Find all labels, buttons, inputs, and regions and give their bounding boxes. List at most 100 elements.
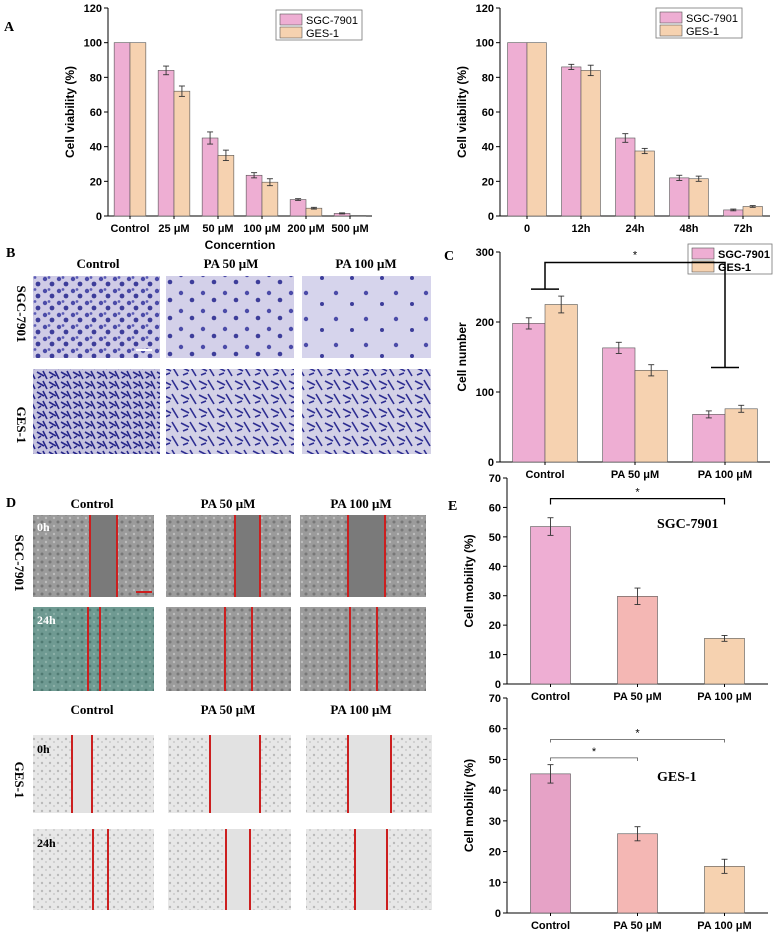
- chart-a2-time-viability: 0 20 40 60 80 100 120 Cell viability (%) 0 12h 24h…: [455, 3, 770, 235]
- significance-star: *: [633, 250, 638, 262]
- b-row-sgc: SGC-7901: [14, 285, 29, 342]
- bar-a1-1-1: [173, 90, 191, 217]
- d-wound-gap: [90, 515, 117, 597]
- bar-e1-0-0: [530, 526, 571, 685]
- y-tick-label: 100: [476, 38, 494, 50]
- y-tick-label: 120: [476, 3, 494, 15]
- y-tick-label: 50: [489, 532, 501, 544]
- d-col-pa100-1: PA 100 μM: [330, 496, 391, 511]
- d-row-sgc: SGC-7901: [12, 534, 27, 591]
- b-col-pa100: PA 100 μM: [335, 256, 396, 271]
- x-tick-label: PA 100 μM: [698, 469, 752, 481]
- panel-label-d: D: [6, 496, 16, 511]
- panel-label-b: B: [6, 246, 15, 261]
- y-tick-label: 30: [489, 591, 501, 603]
- bar-e2-1-0: [617, 833, 658, 914]
- legend-swatch: [279, 13, 303, 26]
- y-tick-label: 40: [482, 142, 494, 154]
- b-img-sgc-pa50: [166, 276, 294, 358]
- y-tick-label: 40: [489, 561, 501, 573]
- d-wound-gap: [348, 735, 391, 813]
- d-img-ges-control-0h: [33, 735, 154, 813]
- time-label-0h-ges: 0h: [37, 742, 50, 756]
- d-img-sgc-pa50-0h: [166, 515, 291, 597]
- x-tick-label: 200 μM: [287, 223, 324, 235]
- bar-a1-4-0: [289, 199, 307, 217]
- bar-c-2-0: [692, 414, 726, 463]
- x-tick-label: Control: [110, 223, 149, 235]
- bar-a1-3-0: [245, 174, 263, 217]
- bar-c-1-0: [602, 347, 636, 463]
- x-tick-label: PA 50 μM: [613, 920, 661, 932]
- y-tick-label: 40: [489, 785, 501, 797]
- y-tick-label: 80: [482, 72, 494, 84]
- y-tick-label: 0: [495, 679, 501, 691]
- bar-a2-3-1: [688, 178, 709, 217]
- chart-c-cell-number: 0 100 200 300 Cell number Control PA 50 μM PA 1…: [455, 243, 773, 481]
- d-col-control-1: Control: [70, 496, 113, 511]
- significance-bracket: [550, 739, 725, 743]
- y-tick-label: 50: [489, 754, 501, 766]
- x-tick-label: 100 μM: [243, 223, 280, 235]
- y-tick-label: 40: [90, 142, 102, 154]
- bar-c-1-1: [634, 369, 668, 463]
- d-img-sgc-control-24h: [33, 607, 154, 691]
- x-tick-label: 500 μM: [331, 223, 368, 235]
- bar-c-0-0: [512, 323, 546, 463]
- bar-a1-2-0: [201, 137, 219, 217]
- x-tick-label: Control: [531, 691, 570, 703]
- bar-a1-3-1: [261, 181, 279, 217]
- significance-star: *: [592, 746, 597, 758]
- legend-label: SGC-7901: [718, 249, 770, 261]
- x-tick-label: PA 50 μM: [611, 469, 659, 481]
- legend-label: GES-1: [718, 262, 751, 274]
- y-tick-label: 60: [90, 107, 102, 119]
- y-tick-label: 60: [489, 502, 501, 514]
- y-tick-label: 0: [488, 211, 494, 223]
- significance-bracket: [531, 261, 739, 369]
- d-wound-gap: [226, 829, 250, 910]
- x-tick-label: PA 100 μM: [697, 920, 751, 932]
- d-col-pa50-2: PA 50 μM: [201, 702, 256, 717]
- b-row-ges: GES-1: [14, 407, 29, 444]
- time-label-0h: 0h: [37, 520, 50, 534]
- bar-c-2-1: [724, 408, 758, 463]
- y-tick-label: 30: [489, 816, 501, 828]
- x-tick-label: 50 μM: [202, 223, 233, 235]
- x-tick-label: 24h: [626, 223, 645, 235]
- d-row-ges: GES-1: [12, 762, 27, 799]
- d-wound-gap: [348, 515, 385, 597]
- x-tick-label: 72h: [734, 223, 753, 235]
- y-tick-label: 20: [482, 176, 494, 188]
- panel-d-wound-healing: Control PA 50 μM PA 100 μM SGC-7901 0h 2…: [12, 496, 432, 910]
- legend-swatch: [659, 24, 683, 37]
- legend-label: SGC-7901: [686, 13, 738, 25]
- b-img-ges-control: [33, 369, 160, 454]
- significance-star: *: [635, 487, 640, 499]
- y-tick-label: 10: [489, 650, 501, 662]
- x-axis-label: Concerntion: [205, 238, 276, 252]
- d-col-control-2: Control: [70, 702, 113, 717]
- y-tick-label: 20: [489, 620, 501, 632]
- y-axis-label: Cell number: [455, 322, 469, 392]
- d-wound-gap: [235, 515, 260, 597]
- legend-label: GES-1: [306, 28, 339, 40]
- y-tick-label: 100: [476, 387, 494, 399]
- b-img-ges-pa100: [302, 369, 431, 454]
- bar-a2-3-0: [669, 177, 690, 217]
- panel-label-c: C: [444, 249, 454, 264]
- b-col-pa50: PA 50 μM: [204, 256, 259, 271]
- b-img-sgc-control: [33, 276, 160, 358]
- panel-b-transwell: Control PA 50 μM PA 100 μM SGC-7901 GES-…: [14, 256, 431, 454]
- y-tick-label: 60: [482, 107, 494, 119]
- chart-e1-sgc-mobility: 0 10 20 30 40 50 60 70 Cell mobility (%) Control P…: [462, 473, 768, 703]
- b-img-ges-pa50: [166, 369, 294, 454]
- legend-label: SGC-7901: [306, 15, 358, 27]
- x-tick-label: PA 50 μM: [613, 691, 661, 703]
- legend-swatch: [691, 260, 715, 273]
- y-tick-label: 60: [489, 724, 501, 736]
- d-col-pa100-2: PA 100 μM: [330, 702, 391, 717]
- bar-a2-4-1: [742, 206, 763, 217]
- chart-title: SGC-7901: [657, 517, 718, 532]
